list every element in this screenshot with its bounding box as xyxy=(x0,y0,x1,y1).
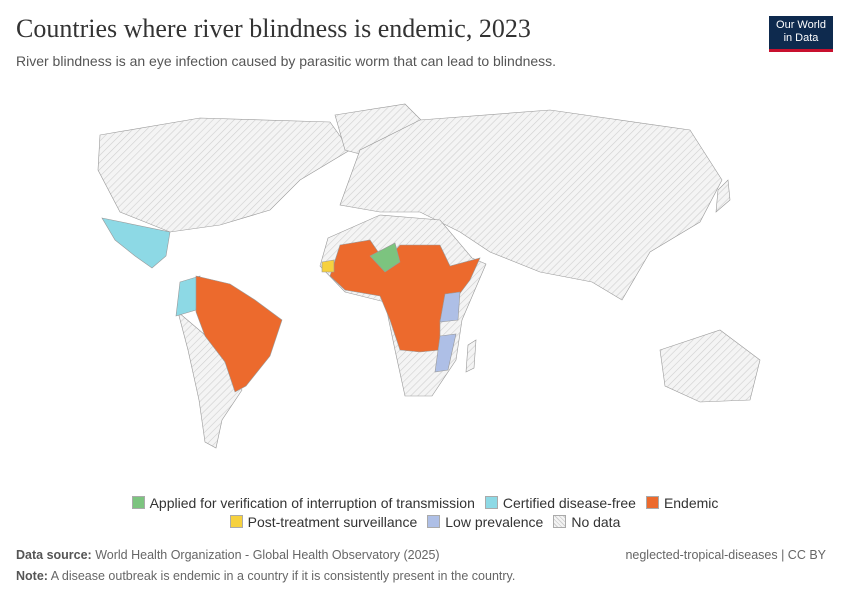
senegal xyxy=(321,259,335,273)
source: Data source: World Health Organization -… xyxy=(16,548,440,562)
legend: Applied for verification of interruption… xyxy=(0,493,850,531)
swatch xyxy=(229,515,243,528)
venezuela-brazil xyxy=(195,275,283,393)
legend-item[interactable]: Post-treatment surveillance xyxy=(229,512,418,531)
north-america xyxy=(97,117,351,233)
legend-item[interactable]: Certified disease-free xyxy=(484,493,636,512)
niger xyxy=(369,242,401,273)
swatch xyxy=(645,496,659,509)
legend-item[interactable]: Applied for verification of interruption… xyxy=(131,493,475,512)
source-text[interactable]: World Health Organization - Global Healt… xyxy=(95,548,440,562)
subtitle: River blindness is an eye infection caus… xyxy=(16,53,557,69)
swatch xyxy=(427,515,441,528)
note: Note: A disease outbreak is endemic in a… xyxy=(16,569,515,583)
legend-label: No data xyxy=(571,513,621,530)
swatch xyxy=(484,496,498,509)
kenya-tanzania xyxy=(439,291,461,323)
legend-row: Post-treatment surveillance Low prevalen… xyxy=(0,512,850,531)
legend-item[interactable]: Endemic xyxy=(645,493,719,512)
logo[interactable]: Our World in Data xyxy=(769,16,833,52)
surveillance-regions xyxy=(321,259,335,273)
australia xyxy=(659,329,761,403)
topic[interactable]: neglected-tropical-diseases | CC BY xyxy=(625,548,826,562)
title: Countries where river blindness is endem… xyxy=(16,14,531,43)
legend-row: Applied for verification of interruption… xyxy=(0,493,850,512)
japan xyxy=(715,179,731,213)
source-label: Data source: xyxy=(16,548,92,562)
low-prevalence-regions xyxy=(434,291,461,373)
certified-regions xyxy=(101,217,201,317)
verification-regions xyxy=(369,242,401,273)
legend-item[interactable]: No data xyxy=(553,512,620,531)
mexico xyxy=(101,217,171,269)
legend-label: Endemic xyxy=(663,494,719,511)
legend-label: Certified disease-free xyxy=(502,494,636,511)
legend-label: Applied for verification of interruption… xyxy=(149,494,475,511)
madagascar xyxy=(465,339,477,373)
mozambique xyxy=(434,333,457,373)
legend-label: Low prevalence xyxy=(445,513,544,530)
legend-label: Post-treatment surveillance xyxy=(247,513,418,530)
swatch xyxy=(553,515,567,528)
swatch xyxy=(131,496,145,509)
world-map xyxy=(97,103,761,449)
logo-line: Our World xyxy=(776,19,826,31)
logo-line: in Data xyxy=(783,32,819,44)
note-text: A disease outbreak is endemic in a count… xyxy=(50,569,516,583)
note-label: Note: xyxy=(16,569,48,583)
legend-item[interactable]: Low prevalence xyxy=(427,512,543,531)
